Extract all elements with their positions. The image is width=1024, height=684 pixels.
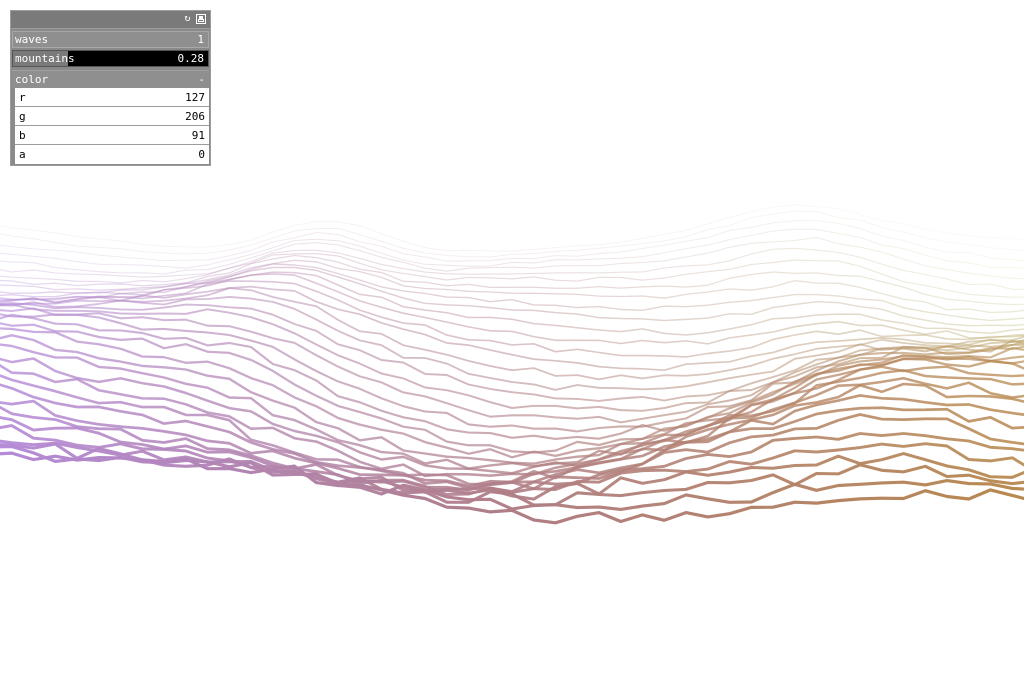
color-folder-toggle[interactable]: color - [12, 70, 209, 88]
color-a-value: 0 [198, 148, 205, 161]
color-folder-title: color [15, 73, 49, 86]
color-b-label: b [19, 128, 26, 142]
waves-slider[interactable]: waves 1 [12, 31, 209, 48]
wave-line [0, 220, 1024, 262]
color-b-field[interactable]: b 91 [15, 126, 209, 145]
wave-line [0, 228, 1024, 269]
color-g-value: 206 [185, 109, 205, 123]
panel-header: ↻ [11, 11, 210, 29]
wave-line [0, 313, 1024, 433]
wave-line [0, 280, 1024, 358]
control-panel: ↻ waves 1 mountains 0.28 color - r 127 g… [10, 10, 211, 166]
mountains-slider[interactable]: mountains 0.28 [12, 50, 209, 67]
wave-line [0, 451, 1024, 525]
color-b-value: 91 [191, 128, 205, 142]
wave-line [0, 343, 1024, 470]
color-r-field[interactable]: r 127 [15, 88, 209, 107]
wave-line [0, 327, 1024, 459]
wave-line [0, 210, 1024, 258]
wave-line [0, 301, 1024, 402]
wave-line [0, 285, 1024, 372]
wave-line [0, 424, 1024, 494]
refresh-icon[interactable]: ↻ [184, 13, 191, 24]
wave-line [0, 313, 1024, 440]
wave-line [0, 253, 1024, 298]
color-a-field[interactable]: a 0 [15, 145, 209, 164]
color-a-label: a [19, 148, 26, 161]
color-g-label: g [19, 109, 26, 123]
waves-value: 1 [197, 33, 204, 46]
color-g-field[interactable]: g 206 [15, 107, 209, 126]
wave-line [0, 263, 1024, 322]
collapse-icon: - [198, 73, 205, 86]
color-r-label: r [19, 90, 26, 104]
wave-line [0, 442, 1024, 507]
wave-line [0, 295, 1024, 391]
wave-line [0, 405, 1024, 492]
wave-line [0, 259, 1024, 314]
wave-line [0, 247, 1024, 291]
color-r-value: 127 [185, 90, 205, 104]
mountains-slider-fill [13, 51, 68, 66]
color-folder: r 127 g 206 b 91 a 0 [15, 88, 209, 164]
wave-line [0, 273, 1024, 345]
wave-line [0, 254, 1024, 306]
save-icon[interactable] [196, 14, 206, 24]
mountains-value: 0.28 [177, 52, 205, 65]
wave-line [0, 236, 1024, 280]
wave-line [0, 266, 1024, 327]
mountains-label: mountains [15, 52, 75, 65]
waves-label: waves [15, 33, 49, 46]
wave-line [0, 307, 1024, 424]
wave-line [0, 204, 1024, 252]
